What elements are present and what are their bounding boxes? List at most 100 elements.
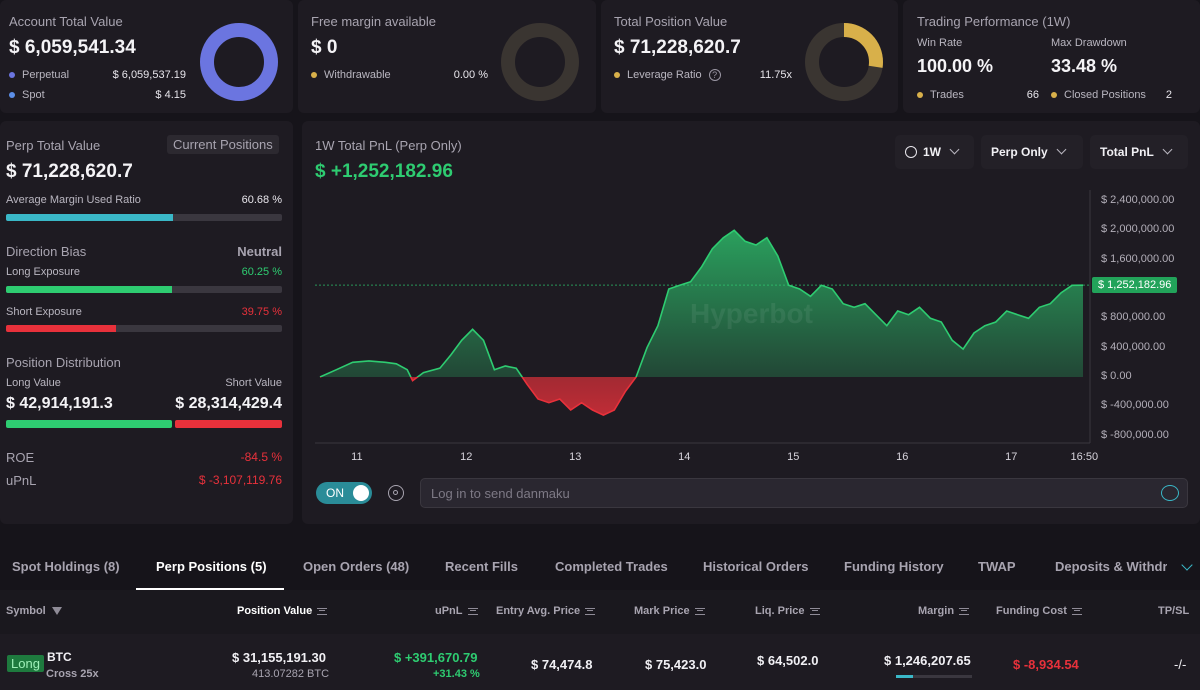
account-value-label: Account Total Value <box>9 14 123 29</box>
x-tick-label: 17 <box>1005 451 1018 463</box>
perpetual-value: $ 6,059,537.19 <box>112 69 186 81</box>
margin-card: Free margin available $ 0 Withdrawable 0… <box>298 0 596 113</box>
th-margin[interactable]: Margin <box>918 605 970 617</box>
position-qty-cell: 413.07282 BTC <box>252 668 330 680</box>
tab-recent-fills[interactable]: Recent Fills <box>445 559 518 574</box>
performance-label: Trading Performance (1W) <box>917 14 1071 29</box>
long-exposure-label: Long Exposure <box>6 266 80 278</box>
entry-price-cell: $ 74,474.8 <box>531 657 593 672</box>
tab-completed-trades[interactable]: Completed Trades <box>555 559 668 574</box>
x-tick-label: 16 <box>896 451 909 463</box>
sort-icon <box>1071 607 1082 615</box>
avg-margin-label: Average Margin Used Ratio <box>6 194 141 206</box>
tab-spot-holdings[interactable]: Spot Holdings (8) <box>12 559 120 574</box>
side-badge: Long <box>7 655 44 672</box>
perpetual-dot-icon <box>9 72 15 79</box>
win-rate-value: 100.00 % <box>917 56 994 76</box>
tab-open-orders[interactable]: Open Orders (48) <box>303 559 410 574</box>
help-icon[interactable]: ? <box>708 69 721 81</box>
closed-positions-value: 2 <box>1165 89 1172 101</box>
x-tick-label: 12 <box>460 451 473 463</box>
scope-dropdown[interactable]: Perp Only <box>981 135 1083 169</box>
position-distribution-label: Position Distribution <box>6 355 121 370</box>
th-funding-cost[interactable]: Funding Cost <box>996 605 1082 617</box>
clock-icon <box>905 145 917 158</box>
position-value: $ 71,228,620.7 <box>614 37 741 58</box>
table-row[interactable] <box>0 634 1200 690</box>
avg-margin-value: 60.68 % <box>241 194 282 206</box>
short-exposure-label: Short Exposure <box>6 306 82 318</box>
current-value-tag: $ 1,252,182.96 <box>1092 277 1178 293</box>
long-exposure-bar <box>6 286 282 293</box>
y-tick-label: $ 2,000,000.00 <box>1101 223 1175 236</box>
direction-bias-value: Neutral <box>237 244 282 259</box>
direction-bias-label: Direction Bias <box>6 244 87 259</box>
long-value-label: Long Value <box>6 377 61 389</box>
th-tpsl: TP/SL <box>1158 605 1190 617</box>
position-donut-chart <box>805 23 883 101</box>
th-symbol[interactable]: Symbol <box>6 605 62 617</box>
filter-icon[interactable] <box>51 607 62 616</box>
sort-icon <box>809 607 820 615</box>
th-upnl[interactable]: uPnL <box>435 605 478 617</box>
win-rate-label: Win Rate <box>917 37 963 49</box>
timeframe-dropdown[interactable]: 1W <box>895 135 974 169</box>
tab-historical-orders[interactable]: Historical Orders <box>703 559 809 574</box>
chart-watermark: Hyperbot <box>690 298 813 329</box>
tab-perp-positions[interactable]: Perp Positions (5) <box>156 559 267 574</box>
margin-label: Free margin available <box>311 14 437 29</box>
performance-card: Trading Performance (1W) Win Rate 100.00… <box>903 0 1200 113</box>
perpetual-label: Perpetual <box>9 69 69 81</box>
tab-funding-history[interactable]: Funding History <box>844 559 944 574</box>
y-tick-label: $ 0.00 <box>1101 370 1132 382</box>
drawdown-label: Max Drawdown <box>1051 37 1127 49</box>
closed-dot-icon <box>1051 92 1057 99</box>
long-value: $ 42,914,191.3 <box>6 395 113 412</box>
withdrawable-value: 0.00 % <box>453 69 488 81</box>
liq-price-cell: $ 64,502.0 <box>757 653 819 668</box>
sort-icon <box>585 607 596 615</box>
sort-icon <box>467 607 478 615</box>
perp-total-label: Perp Total Value <box>6 138 101 153</box>
margin-value: $ 0 <box>311 37 338 58</box>
short-value-label: Short Value <box>225 377 282 389</box>
th-position-value[interactable]: Position Value <box>237 605 328 617</box>
danmaku-settings-icon[interactable] <box>388 485 404 501</box>
x-tick-label: 14 <box>678 451 691 463</box>
trades-dot-icon <box>917 92 923 99</box>
danmaku-toggle[interactable]: ON <box>316 482 372 504</box>
x-tick-label: 15 <box>787 451 800 463</box>
danmaku-input[interactable]: Log in to send danmaku <box>420 478 1188 508</box>
metric-dropdown[interactable]: Total PnL <box>1090 135 1188 169</box>
spot-dot-icon <box>9 92 15 99</box>
sort-icon <box>694 607 705 615</box>
short-exposure-value: 39.75 % <box>241 306 282 318</box>
position-value-label: Total Position Value <box>614 14 728 29</box>
th-mark-price[interactable]: Mark Price <box>634 605 705 617</box>
th-liq-price[interactable]: Liq. Price <box>755 605 820 617</box>
spot-label: Spot <box>9 89 45 101</box>
tab-deposits-withdrawals[interactable]: Deposits & Withdra <box>1055 559 1167 574</box>
symbol-name[interactable]: BTC <box>47 650 72 664</box>
upnl-pct-cell: +31.43 % <box>433 668 480 680</box>
tab-twap[interactable]: TWAP <box>978 559 1016 574</box>
trades-value: 66 <box>1026 89 1039 101</box>
th-entry-price[interactable]: Entry Avg. Price <box>496 605 596 617</box>
upnl-cell: $ +391,670.79 <box>394 650 478 665</box>
sort-icon <box>959 607 970 615</box>
tabs-bar <box>0 538 1200 590</box>
active-tab-indicator <box>136 588 284 590</box>
leverage-label: Leverage Ratio ? <box>614 69 721 81</box>
withdrawable-dot-icon <box>311 72 317 79</box>
tpsl-cell[interactable]: -/- <box>1174 657 1187 672</box>
leverage-dot-icon <box>614 72 620 79</box>
y-tick-label: $ -800,000.00 <box>1101 428 1169 441</box>
leverage-value: 11.75x <box>759 69 792 81</box>
margin-usage-bar <box>896 675 972 678</box>
spot-value: $ 4.15 <box>155 89 186 101</box>
drawdown-value: 33.48 % <box>1051 56 1118 76</box>
send-icon[interactable] <box>1161 485 1179 501</box>
roe-value: -84.5 % <box>240 450 282 464</box>
y-tick-label: $ 400,000.00 <box>1101 340 1166 353</box>
current-positions-button[interactable]: Current Positions <box>167 135 279 154</box>
